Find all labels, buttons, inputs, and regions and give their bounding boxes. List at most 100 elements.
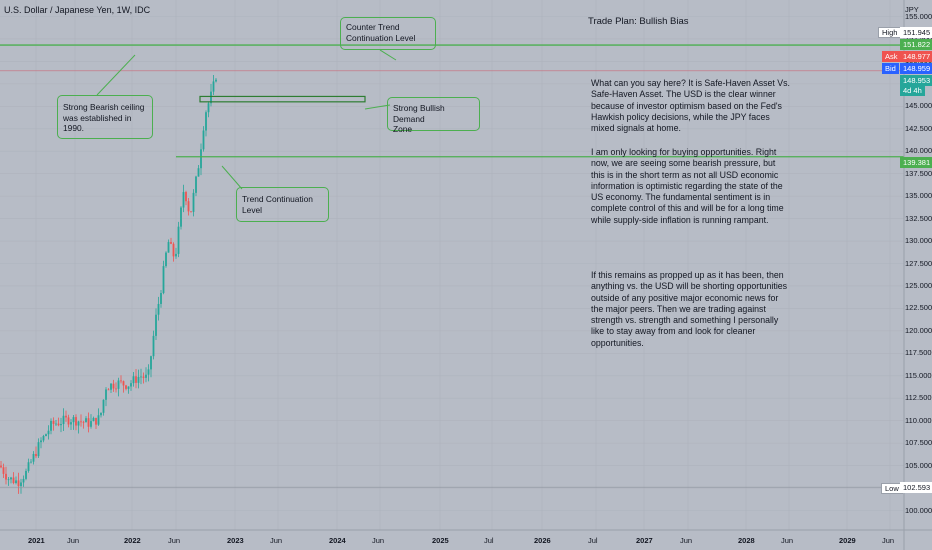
demand-zone-box[interactable] [199,95,366,103]
candle-body [52,420,55,424]
candle-body [17,480,20,487]
bid-value-tag: 148.959 [900,63,932,74]
candle-body [152,335,155,357]
candle-body [7,479,10,481]
candle-body [127,386,130,389]
candle-body [172,243,175,257]
ask-label-tag: Ask [882,51,901,62]
candle-body [40,440,42,443]
price-tick-label: 152.500 [905,34,932,43]
candle-body [92,417,95,422]
candle-body [117,380,120,389]
countdown-tag: 4d 4h [900,85,925,96]
analysis-note-3: If this remains as propped up as it has … [591,270,788,348]
candle-body [37,442,40,457]
high-value-tag: 151.945 [900,27,932,38]
candle-body [107,389,110,391]
candle-body [10,477,12,480]
candle-body [112,383,115,389]
time-tick-label: 2025 [432,536,449,545]
candle-body [207,103,210,113]
candles-layer [0,74,217,494]
candle-body [55,423,57,425]
price-tick-label: 120.000 [905,325,932,335]
callout-bearish-ceiling[interactable]: Strong Bearish ceiling was established i… [57,95,153,139]
candle-body [65,415,67,418]
callout-trend-continuation[interactable]: Trend Continuation Level [236,187,329,222]
candle-body [125,385,127,389]
candle-body [177,226,180,254]
candle-body [122,381,125,386]
price-tick-label: 132.500 [905,213,932,223]
candle-body [167,242,170,253]
candle-body [95,417,97,425]
symbol-legend[interactable]: U.S. Dollar / Japanese Yen, 1W, IDC [4,5,151,15]
callout-bullish-demand[interactable]: Strong Bullish Demand Zone [387,97,480,134]
candle-body [197,168,200,177]
candle-body [142,376,145,378]
currency-label: JPY [905,5,919,14]
price-tick-label: 112.500 [905,393,932,403]
candle-body [70,422,72,425]
candle-body [162,266,165,294]
price-tick-label: 130.000 [905,236,932,246]
candle-body [100,412,102,416]
candle-body [182,192,185,208]
demand-zone-pointer [364,104,391,110]
ask-value-tag: 148.977 [900,51,932,62]
candle-body [215,79,217,82]
time-tick-label: Jun [67,536,80,545]
candle-body [0,465,2,468]
callout-counter-trend[interactable]: Counter Trend Continuation Level [340,17,436,50]
candle-body [87,418,90,427]
bid-label-tag: Bid [882,63,899,74]
time-tick-label: Jun [168,536,181,545]
price-tick-label: 110.000 [905,415,932,425]
candle-body [12,477,15,483]
price-tick-label: 127.500 [905,258,932,268]
candle-body [137,376,140,383]
candle-body [110,383,112,390]
candle-body [50,420,52,431]
price-tick-label: 117.500 [905,348,932,358]
candle-body [90,421,92,427]
level-value-tag: 139.381 [900,157,932,168]
candle-body [140,376,142,378]
candle-body [32,453,35,462]
trend-continuation-pointer [221,165,243,190]
candle-body [105,389,107,400]
candle-body [120,380,122,382]
time-tick-label: Jun [882,536,895,545]
trade-plan-title: Trade Plan: Bullish Bias [588,16,689,27]
candle-body [30,461,32,463]
candle-body [150,356,152,370]
price-tick-label: 115.000 [905,370,932,380]
candle-body [45,434,47,436]
candle-body [102,399,105,413]
time-tick-label: 2021 [28,536,45,545]
price-tick-label: 122.500 [905,303,932,313]
candle-body [77,421,80,426]
price-tick-label: 145.000 [905,101,932,111]
price-tick-label: 100.000 [905,505,932,515]
time-tick-label: Jun [270,536,283,545]
price-tick-label: 107.500 [905,438,932,448]
time-tick-label: Jun [781,536,794,545]
candle-body [132,376,135,384]
candle-body [157,303,160,315]
analysis-note-2: I am only looking for buying opportuniti… [591,147,784,225]
candle-body [22,478,25,483]
candle-body [72,417,75,423]
candle-body [210,91,212,104]
candle-body [80,421,82,423]
bearish-ceiling-pointer [96,54,136,96]
candle-body [130,383,132,387]
candle-body [135,376,137,383]
candle-body [2,467,5,474]
time-tick-label: 2028 [738,536,755,545]
candle-body [35,453,37,457]
candle-body [75,417,77,426]
candle-body [57,423,60,426]
